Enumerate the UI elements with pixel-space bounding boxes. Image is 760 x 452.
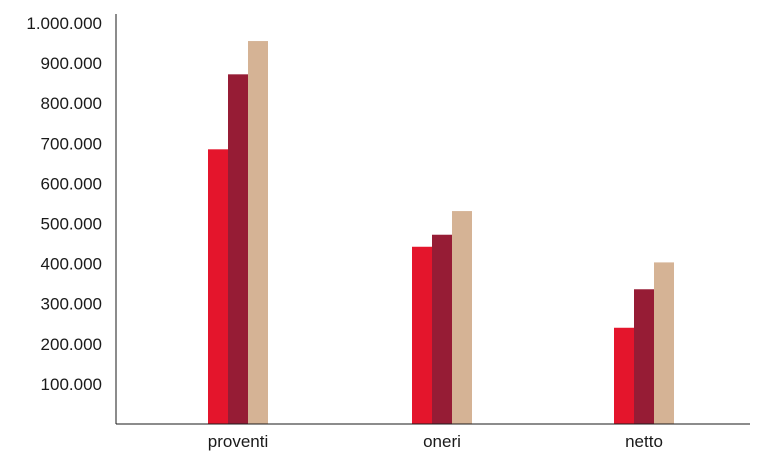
y-tick-label: 800.000 (41, 94, 102, 113)
y-tick-label: 300.000 (41, 295, 102, 314)
bar-oneri-series-3 (452, 211, 472, 424)
bar-oneri-series-2 (432, 234, 452, 424)
bar-netto-series-1 (614, 327, 634, 424)
x-axis-category-labels: proventi oneri netto (208, 432, 663, 451)
bar-series-group (208, 41, 674, 425)
y-tick-label: 400.000 (41, 255, 102, 274)
bar-netto-series-2 (634, 289, 654, 424)
x-category-label: netto (625, 432, 663, 451)
bar-netto-series-3 (654, 262, 674, 424)
x-category-label: proventi (208, 432, 268, 451)
bar-proventi-series-3 (248, 41, 268, 425)
bar-proventi-series-1 (208, 149, 228, 424)
x-category-label: oneri (423, 432, 461, 451)
y-tick-label: 500.000 (41, 215, 102, 234)
y-tick-label: 1.000.000 (26, 14, 102, 33)
y-tick-label: 900.000 (41, 54, 102, 73)
y-tick-label: 200.000 (41, 335, 102, 354)
y-axis-tick-labels: 100.000 200.000 300.000 400.000 500.000 600.0… (26, 14, 102, 394)
y-tick-label: 600.000 (41, 174, 102, 193)
y-tick-label: 700.000 (41, 134, 102, 153)
y-tick-label: 100.000 (41, 375, 102, 394)
bar-proventi-series-2 (228, 74, 248, 424)
bar-oneri-series-1 (412, 246, 432, 424)
